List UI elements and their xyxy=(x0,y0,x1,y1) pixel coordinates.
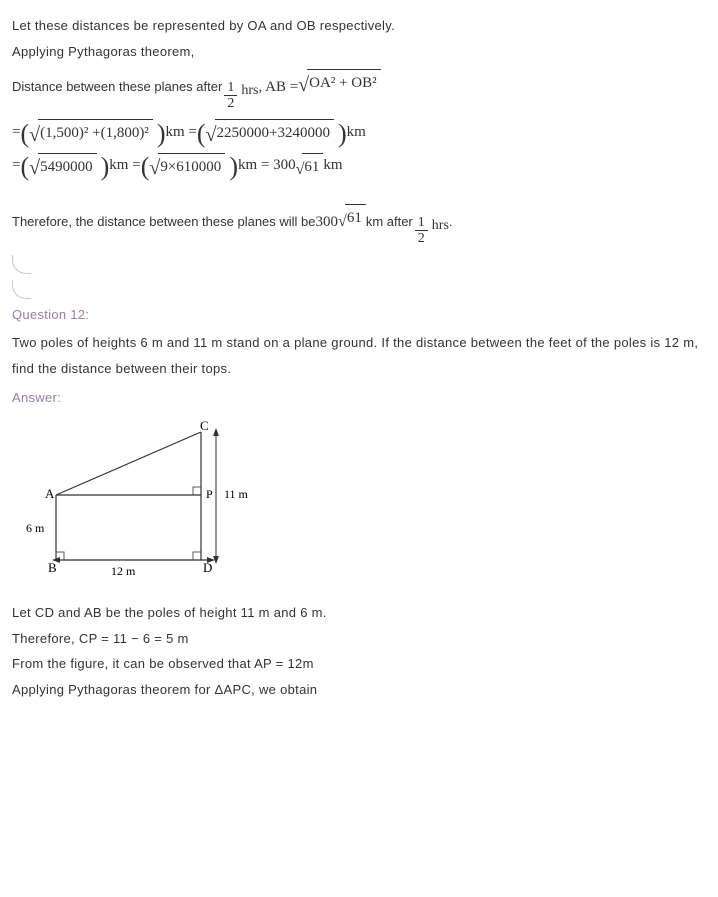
text: km xyxy=(323,154,342,177)
question-heading: Question 12: xyxy=(12,305,706,325)
text: 300 xyxy=(316,211,339,234)
sqrt-content: 9×610000 xyxy=(158,153,225,179)
text: Distance between these planes after xyxy=(12,77,222,97)
text: Therefore, the distance between these pl… xyxy=(12,212,316,232)
sqrt: √ 5490000 xyxy=(29,153,96,179)
solution-line: Applying Pythagoras theorem for ΔAPC, we… xyxy=(12,680,706,700)
solution-line: Let CD and AB be the poles of height 11 … xyxy=(12,603,706,623)
svg-text:11 m: 11 m xyxy=(224,487,249,501)
svg-text:6 m: 6 m xyxy=(26,521,45,535)
text: = xyxy=(12,154,20,177)
denominator: 2 xyxy=(415,231,428,246)
text: km xyxy=(347,121,366,144)
sqrt-content: 61 xyxy=(302,153,323,179)
fraction: 1 2 xyxy=(224,80,237,112)
sqrt: √ 61 xyxy=(296,153,324,179)
text: km = xyxy=(165,121,196,144)
solution-line: Therefore, CP = 11 − 6 = 5 m xyxy=(12,629,706,649)
fraction: 1 2 xyxy=(415,215,428,247)
text: km after xyxy=(366,212,413,232)
sqrt-content: 5490000 xyxy=(38,153,97,179)
answer-heading: Answer: xyxy=(12,388,706,408)
math-expression: = ( √ 5490000 ) km = ( √ 9×610000 ) km =… xyxy=(12,153,706,179)
svg-text:D: D xyxy=(203,560,212,575)
text: = xyxy=(12,121,20,144)
math-expression: Therefore, the distance between these pl… xyxy=(12,204,706,246)
decorative-mark xyxy=(12,255,31,274)
text: km = xyxy=(109,154,140,177)
sqrt-content: OA² + OB² xyxy=(307,69,380,95)
sqrt: √ 9×610000 xyxy=(149,153,225,179)
sqrt-content: 2250000+3240000 xyxy=(215,119,334,145)
sqrt: √ 61 xyxy=(338,204,366,230)
geometry-diagram: A B C D P 6 m 11 m 12 m xyxy=(16,420,706,586)
denominator: 2 xyxy=(224,96,237,111)
paragraph-line: Applying Pythagoras theorem, xyxy=(12,42,706,62)
sqrt-content: (1,500)² +(1,800)² xyxy=(38,119,153,145)
svg-text:P: P xyxy=(206,487,213,501)
question-text: Two poles of heights 6 m and 11 m stand … xyxy=(12,330,706,382)
sqrt: √ OA² + OB² xyxy=(298,69,380,95)
svg-text:A: A xyxy=(45,486,55,501)
text: km = 300 xyxy=(238,154,296,177)
text: hrs xyxy=(432,215,449,236)
text: , AB = xyxy=(258,76,298,99)
numerator: 1 xyxy=(415,215,428,231)
sqrt: √ 2250000+3240000 xyxy=(206,119,334,145)
svg-text:12 m: 12 m xyxy=(111,564,136,578)
text: hrs xyxy=(241,80,258,101)
decorative-mark xyxy=(12,280,31,299)
sqrt: √ (1,500)² +(1,800)² xyxy=(29,119,153,145)
math-expression: Distance between these planes after 1 2 … xyxy=(12,69,706,111)
text: . xyxy=(449,212,453,232)
svg-text:C: C xyxy=(200,420,209,433)
solution-line: From the figure, it can be observed that… xyxy=(12,654,706,674)
svg-text:B: B xyxy=(48,560,57,575)
numerator: 1 xyxy=(224,80,237,96)
sqrt-content: 61 xyxy=(345,204,366,230)
math-expression: = ( √ (1,500)² +(1,800)² ) km = ( √ 2250… xyxy=(12,119,706,145)
paragraph-line: Let these distances be represented by OA… xyxy=(12,16,706,36)
